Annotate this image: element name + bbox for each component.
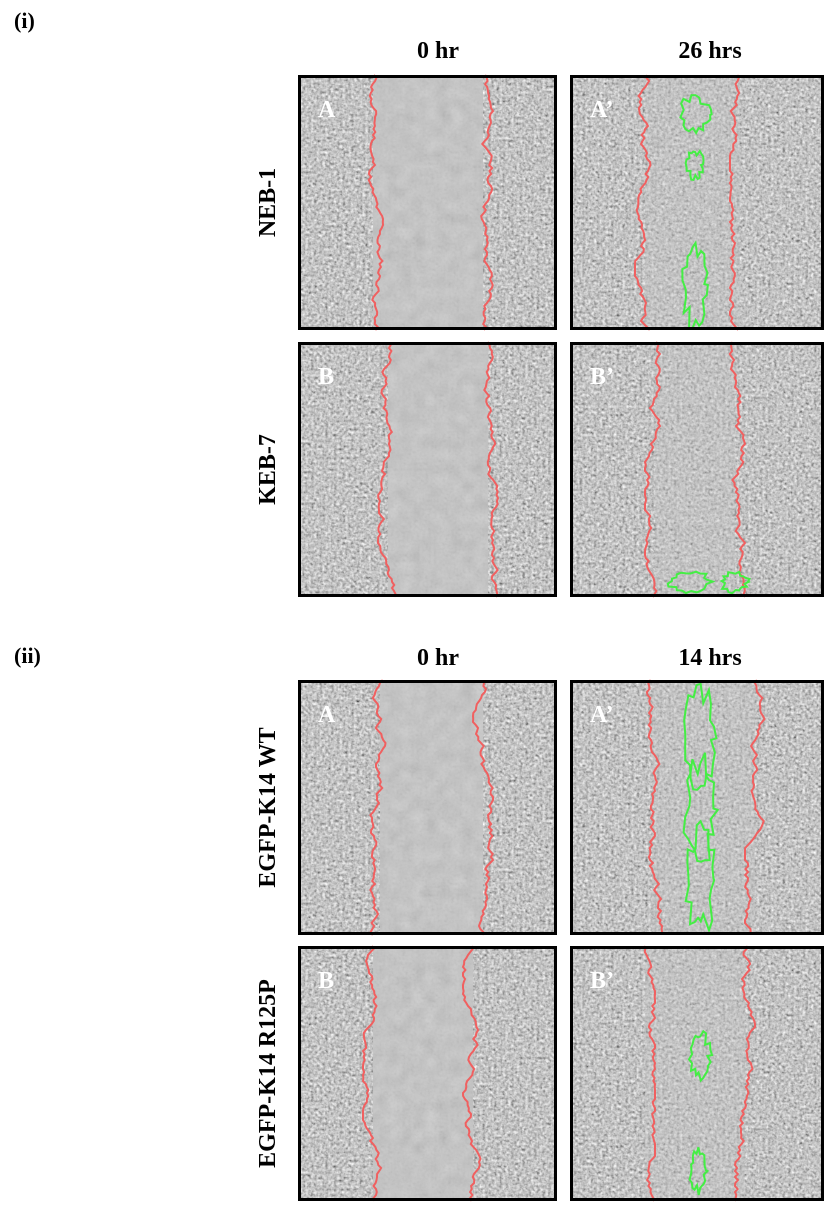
migration-front [719, 570, 752, 595]
migration-front [687, 1029, 714, 1083]
wound-edge [369, 679, 387, 936]
panel-letter: A [318, 97, 336, 123]
panel-letter: B’ [590, 968, 614, 994]
migration-front [684, 819, 716, 934]
panel-letter: B’ [590, 364, 614, 390]
column-header: 14 hrs [678, 645, 741, 671]
wound-area [652, 680, 755, 935]
wound-edge [743, 679, 766, 936]
wound-edge [377, 341, 397, 598]
wound-edge [645, 679, 664, 935]
panel-border [570, 680, 824, 935]
panel-letter: A [318, 702, 336, 728]
migration-front [679, 94, 713, 136]
wound-edge [728, 74, 741, 331]
wound-edge [461, 945, 482, 1202]
migration-front [683, 682, 718, 791]
row-label: NEB-1 [255, 168, 281, 237]
wound-edge [471, 679, 495, 936]
wound-edge [480, 74, 495, 331]
micrograph-panel: A [298, 74, 557, 331]
section-label: (i) [14, 8, 35, 33]
panel-letter: B [318, 364, 334, 390]
wound-edge [733, 945, 756, 1202]
row-label: KEB-7 [255, 434, 281, 505]
panel-border [570, 342, 824, 597]
wound-edge [643, 341, 662, 598]
wound-area [373, 946, 473, 1201]
column-header: 0 hr [417, 645, 459, 671]
micrograph-panel: A [298, 679, 557, 936]
wound-edge [643, 945, 657, 1202]
panel-letter: B [318, 968, 334, 994]
micrograph-panel: B [298, 945, 557, 1202]
panel-border [298, 680, 557, 935]
row-label: EGFP-K14 WT [255, 727, 281, 887]
wound-edge [361, 945, 383, 1202]
micrograph-panel: A’ [570, 679, 824, 936]
wound-edge [367, 74, 385, 331]
panel-letter: A’ [590, 702, 614, 728]
column-header: 0 hr [417, 38, 459, 64]
panel-border [570, 75, 824, 330]
migration-front [682, 752, 720, 863]
panel-border [570, 946, 824, 1201]
migration-front [666, 570, 716, 595]
wound-area [645, 75, 740, 330]
wound-area [380, 680, 483, 935]
wound-area [655, 342, 735, 597]
wound-edge [634, 74, 652, 331]
panel-letter: A’ [590, 97, 614, 123]
migration-front [681, 240, 709, 330]
wound-area [373, 75, 483, 330]
wound-edge [483, 341, 500, 598]
row-label: EGFP-K14 R125P [255, 979, 281, 1168]
migration-front [684, 149, 705, 181]
micrograph-panel: A’ [570, 74, 824, 331]
migration-front [688, 1147, 710, 1196]
wound-edge [728, 341, 747, 598]
section-label: (ii) [14, 643, 41, 668]
micrograph-panel: B’ [570, 341, 824, 598]
wound-area [388, 342, 488, 597]
panel-border [298, 75, 557, 330]
micrograph-panel: B [298, 341, 557, 598]
panel-border [298, 946, 557, 1201]
column-header: 26 hrs [678, 38, 741, 64]
micrograph-panel: B’ [570, 945, 824, 1202]
panel-border [298, 342, 557, 597]
